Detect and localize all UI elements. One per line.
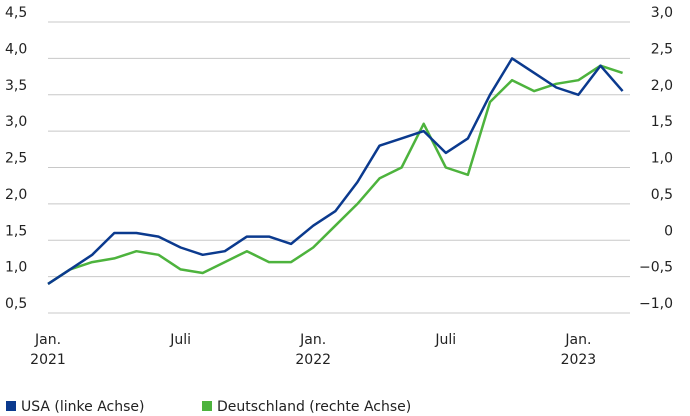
y-tick-label: 4,0 [5, 41, 27, 57]
y-tick-label: 0,5 [5, 296, 27, 312]
y2-tick-label: 3,0 [651, 5, 673, 21]
legend-label: Deutschland (rechte Achse) [217, 399, 411, 415]
x-tick-label: Jan. [564, 332, 591, 348]
x-tick-label: 2021 [30, 352, 66, 368]
y2-tick-label: −0,5 [639, 260, 673, 276]
y2-tick-label: 0 [664, 223, 673, 239]
y2-tick-label: 0,5 [651, 187, 673, 203]
y-tick-label: 3,5 [5, 78, 27, 94]
legend-swatch [202, 401, 212, 411]
y2-tick-label: 1,0 [651, 151, 673, 167]
y-tick-label: 1,0 [5, 260, 27, 276]
y-tick-label: 1,5 [5, 223, 27, 239]
x-tick-label: Jan. [34, 332, 61, 348]
y-tick-label: 3,0 [5, 114, 27, 130]
series-line [47, 64, 623, 285]
y-tick-label: 2,0 [5, 187, 27, 203]
legend-label: USA (linke Achse) [21, 399, 144, 415]
series-line [47, 57, 624, 285]
y2-tick-label: −1,0 [639, 296, 673, 312]
legend-swatch [6, 401, 16, 411]
x-tick-label: Jan. [299, 332, 326, 348]
x-tick-label: 2023 [561, 352, 597, 368]
x-tick-label: Juli [169, 332, 191, 348]
y2-tick-label: 1,5 [651, 114, 673, 130]
y-tick-label: 4,5 [5, 5, 27, 21]
y2-tick-label: 2,5 [651, 41, 673, 57]
x-tick-label: Juli [434, 332, 456, 348]
y2-tick-label: 2,0 [651, 78, 673, 94]
y-tick-label: 2,5 [5, 151, 27, 167]
x-tick-label: 2022 [295, 352, 331, 368]
